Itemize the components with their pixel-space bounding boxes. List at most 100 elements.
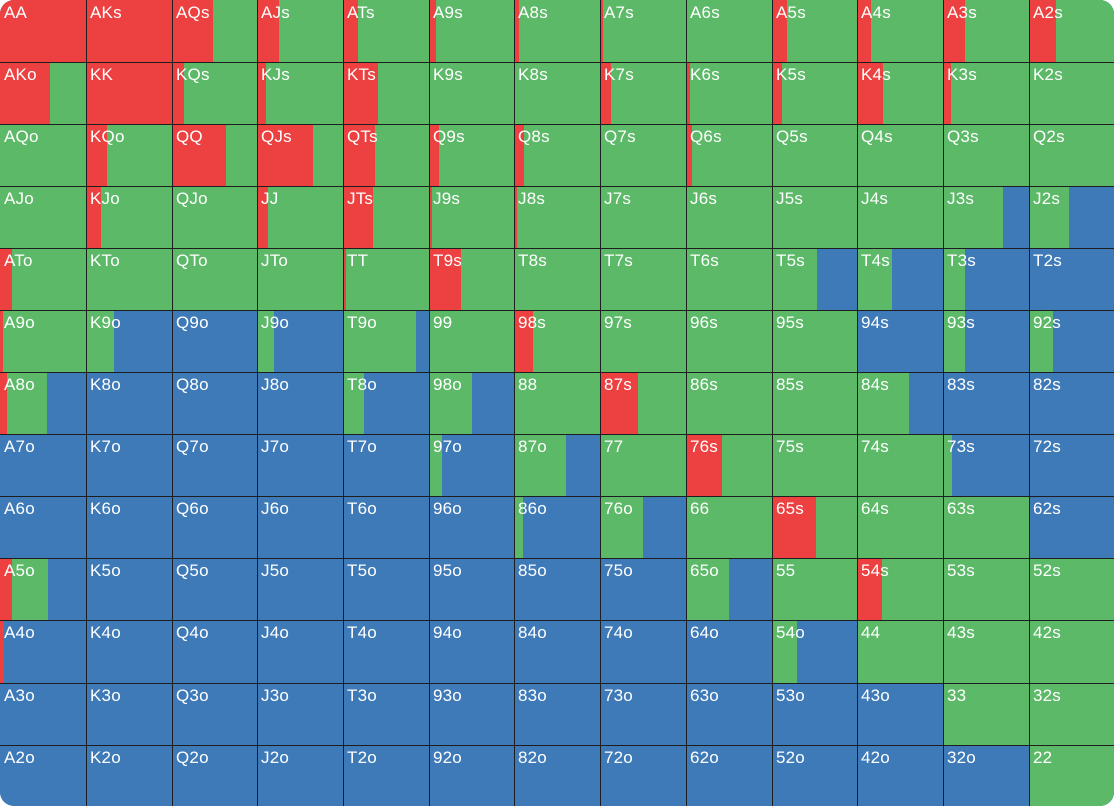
hand-cell-73o[interactable]: 73o — [600, 683, 686, 745]
hand-cell-j6s[interactable]: J6s — [686, 186, 772, 248]
hand-cell-j5s[interactable]: J5s — [772, 186, 857, 248]
hand-cell-53s[interactable]: 53s — [943, 558, 1029, 620]
hand-cell-q5o[interactable]: Q5o — [172, 558, 257, 620]
hand-cell-j8s[interactable]: J8s — [514, 186, 600, 248]
hand-cell-kto[interactable]: KTo — [86, 248, 172, 310]
hand-cell-a9s[interactable]: A9s — [429, 0, 514, 62]
hand-cell-j6o[interactable]: J6o — [257, 496, 343, 558]
hand-cell-k5s[interactable]: K5s — [772, 62, 857, 124]
hand-cell-k9o[interactable]: K9o — [86, 310, 172, 372]
hand-cell-k3o[interactable]: K3o — [86, 683, 172, 745]
hand-cell-86o[interactable]: 86o — [514, 496, 600, 558]
hand-cell-kqo[interactable]: KQo — [86, 124, 172, 186]
hand-cell-94s[interactable]: 94s — [857, 310, 943, 372]
hand-cell-kk[interactable]: KK — [86, 62, 172, 124]
hand-cell-q2s[interactable]: Q2s — [1029, 124, 1114, 186]
hand-cell-k6o[interactable]: K6o — [86, 496, 172, 558]
hand-cell-84s[interactable]: 84s — [857, 372, 943, 434]
hand-cell-qjs[interactable]: QJs — [257, 124, 343, 186]
hand-cell-52s[interactable]: 52s — [1029, 558, 1114, 620]
hand-cell-73s[interactable]: 73s — [943, 434, 1029, 496]
hand-cell-72s[interactable]: 72s — [1029, 434, 1114, 496]
hand-cell-k9s[interactable]: K9s — [429, 62, 514, 124]
hand-cell-j2o[interactable]: J2o — [257, 745, 343, 806]
hand-cell-97o[interactable]: 97o — [429, 434, 514, 496]
hand-cell-j9o[interactable]: J9o — [257, 310, 343, 372]
hand-cell-33[interactable]: 33 — [943, 683, 1029, 745]
hand-cell-q3s[interactable]: Q3s — [943, 124, 1029, 186]
hand-cell-aqs[interactable]: AQs — [172, 0, 257, 62]
hand-cell-k7o[interactable]: K7o — [86, 434, 172, 496]
hand-cell-qjo[interactable]: QJo — [172, 186, 257, 248]
hand-cell-t7o[interactable]: T7o — [343, 434, 429, 496]
hand-cell-a4s[interactable]: A4s — [857, 0, 943, 62]
hand-cell-54o[interactable]: 54o — [772, 620, 857, 683]
hand-cell-a4o[interactable]: A4o — [0, 620, 86, 683]
hand-cell-ats[interactable]: ATs — [343, 0, 429, 62]
hand-cell-t2s[interactable]: T2s — [1029, 248, 1114, 310]
hand-cell-aks[interactable]: AKs — [86, 0, 172, 62]
hand-cell-kqs[interactable]: KQs — [172, 62, 257, 124]
hand-cell-t5s[interactable]: T5s — [772, 248, 857, 310]
hand-cell-52o[interactable]: 52o — [772, 745, 857, 806]
hand-cell-75o[interactable]: 75o — [600, 558, 686, 620]
hand-cell-76o[interactable]: 76o — [600, 496, 686, 558]
hand-cell-kjs[interactable]: KJs — [257, 62, 343, 124]
hand-cell-98s[interactable]: 98s — [514, 310, 600, 372]
hand-cell-jts[interactable]: JTs — [343, 186, 429, 248]
hand-cell-aqo[interactable]: AQo — [0, 124, 86, 186]
hand-cell-a6s[interactable]: A6s — [686, 0, 772, 62]
hand-cell-t8o[interactable]: T8o — [343, 372, 429, 434]
hand-cell-t9s[interactable]: T9s — [429, 248, 514, 310]
hand-cell-t9o[interactable]: T9o — [343, 310, 429, 372]
hand-cell-t4o[interactable]: T4o — [343, 620, 429, 683]
hand-cell-65s[interactable]: 65s — [772, 496, 857, 558]
hand-cell-85o[interactable]: 85o — [514, 558, 600, 620]
hand-cell-kjo[interactable]: KJo — [86, 186, 172, 248]
hand-cell-77[interactable]: 77 — [600, 434, 686, 496]
hand-cell-62o[interactable]: 62o — [686, 745, 772, 806]
hand-cell-75s[interactable]: 75s — [772, 434, 857, 496]
hand-cell-t4s[interactable]: T4s — [857, 248, 943, 310]
hand-cell-44[interactable]: 44 — [857, 620, 943, 683]
hand-cell-42o[interactable]: 42o — [857, 745, 943, 806]
hand-cell-a5o[interactable]: A5o — [0, 558, 86, 620]
hand-cell-k4o[interactable]: K4o — [86, 620, 172, 683]
hand-cell-64s[interactable]: 64s — [857, 496, 943, 558]
hand-cell-q3o[interactable]: Q3o — [172, 683, 257, 745]
hand-cell-j8o[interactable]: J8o — [257, 372, 343, 434]
hand-cell-j7s[interactable]: J7s — [600, 186, 686, 248]
hand-cell-k5o[interactable]: K5o — [86, 558, 172, 620]
hand-cell-42s[interactable]: 42s — [1029, 620, 1114, 683]
hand-cell-64o[interactable]: 64o — [686, 620, 772, 683]
hand-cell-q6s[interactable]: Q6s — [686, 124, 772, 186]
hand-cell-q7s[interactable]: Q7s — [600, 124, 686, 186]
hand-cell-t3s[interactable]: T3s — [943, 248, 1029, 310]
hand-cell-t5o[interactable]: T5o — [343, 558, 429, 620]
hand-cell-t8s[interactable]: T8s — [514, 248, 600, 310]
hand-cell-ajs[interactable]: AJs — [257, 0, 343, 62]
hand-cell-a2s[interactable]: A2s — [1029, 0, 1114, 62]
hand-cell-92s[interactable]: 92s — [1029, 310, 1114, 372]
hand-cell-96o[interactable]: 96o — [429, 496, 514, 558]
hand-cell-q2o[interactable]: Q2o — [172, 745, 257, 806]
hand-cell-63o[interactable]: 63o — [686, 683, 772, 745]
hand-cell-62s[interactable]: 62s — [1029, 496, 1114, 558]
hand-cell-53o[interactable]: 53o — [772, 683, 857, 745]
hand-cell-jj[interactable]: JJ — [257, 186, 343, 248]
hand-cell-q9s[interactable]: Q9s — [429, 124, 514, 186]
hand-cell-k4s[interactable]: K4s — [857, 62, 943, 124]
hand-cell-a3o[interactable]: A3o — [0, 683, 86, 745]
hand-cell-jto[interactable]: JTo — [257, 248, 343, 310]
hand-cell-ako[interactable]: AKo — [0, 62, 86, 124]
hand-cell-t7s[interactable]: T7s — [600, 248, 686, 310]
hand-cell-a6o[interactable]: A6o — [0, 496, 86, 558]
hand-cell-65o[interactable]: 65o — [686, 558, 772, 620]
hand-cell-88[interactable]: 88 — [514, 372, 600, 434]
hand-cell-54s[interactable]: 54s — [857, 558, 943, 620]
hand-cell-63s[interactable]: 63s — [943, 496, 1029, 558]
hand-cell-kts[interactable]: KTs — [343, 62, 429, 124]
hand-cell-a3s[interactable]: A3s — [943, 0, 1029, 62]
hand-cell-95o[interactable]: 95o — [429, 558, 514, 620]
hand-cell-83s[interactable]: 83s — [943, 372, 1029, 434]
